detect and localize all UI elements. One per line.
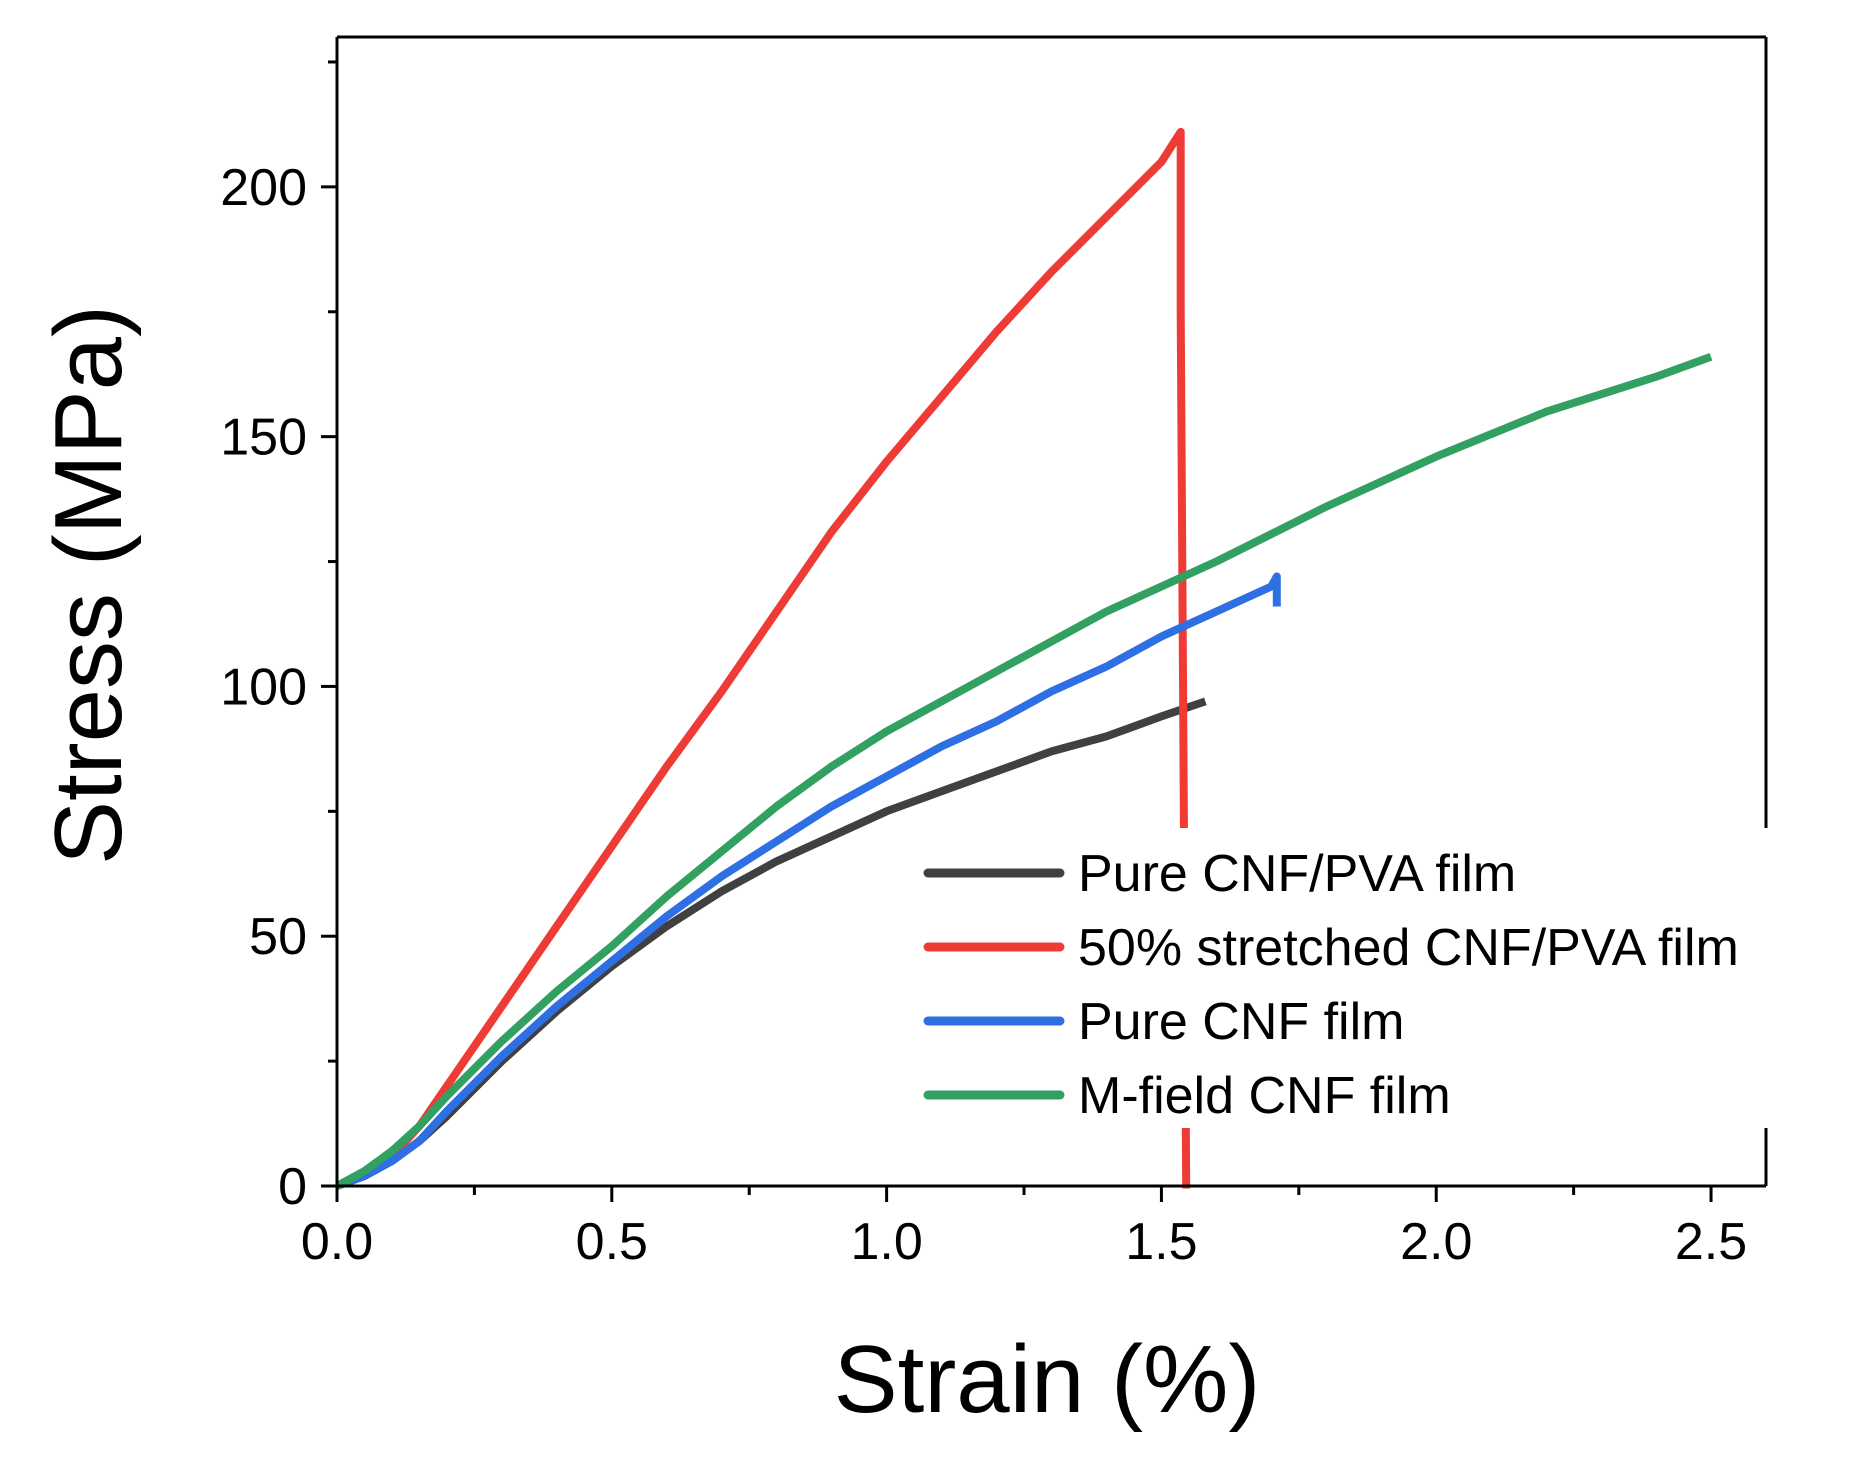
legend-label-2: Pure CNF film [1078, 993, 1404, 1051]
x-axis-title: Strain (%) [834, 1326, 1261, 1433]
y-tick-label-1: 50 [249, 908, 307, 966]
y-tick-label-4: 200 [220, 159, 307, 217]
legend-label-0: Pure CNF/PVA film [1078, 845, 1516, 903]
legend-label-1: 50% stretched CNF/PVA film [1078, 919, 1739, 977]
series-line-3 [335, 352, 1713, 1190]
y-tick-label-3: 150 [220, 409, 307, 467]
legend-background [905, 828, 1873, 1128]
y-tick-label-2: 100 [220, 658, 307, 716]
x-tick-label-1: 0.5 [576, 1213, 648, 1271]
y-tick-label-0: 0 [278, 1158, 307, 1216]
data-curves [335, 127, 1713, 1190]
x-tick-label-2: 1.0 [850, 1213, 922, 1271]
legend: Pure CNF/PVA film 50% stretched CNF/PVA f… [905, 828, 1873, 1128]
x-tick-label-0: 0.0 [301, 1213, 373, 1271]
x-tick-label-4: 2.0 [1400, 1213, 1472, 1271]
y-axis-title: Stress (MPa) [35, 305, 142, 865]
series-line-2 [335, 572, 1281, 1190]
legend-label-3: M-field CNF film [1078, 1067, 1451, 1125]
x-tick-label-5: 2.5 [1675, 1213, 1747, 1271]
axes: 0.0 0.5 1.0 1.5 2.0 2.5 0 50 100 150 200 [220, 35, 1768, 1271]
x-tick-label-3: 1.5 [1125, 1213, 1197, 1271]
